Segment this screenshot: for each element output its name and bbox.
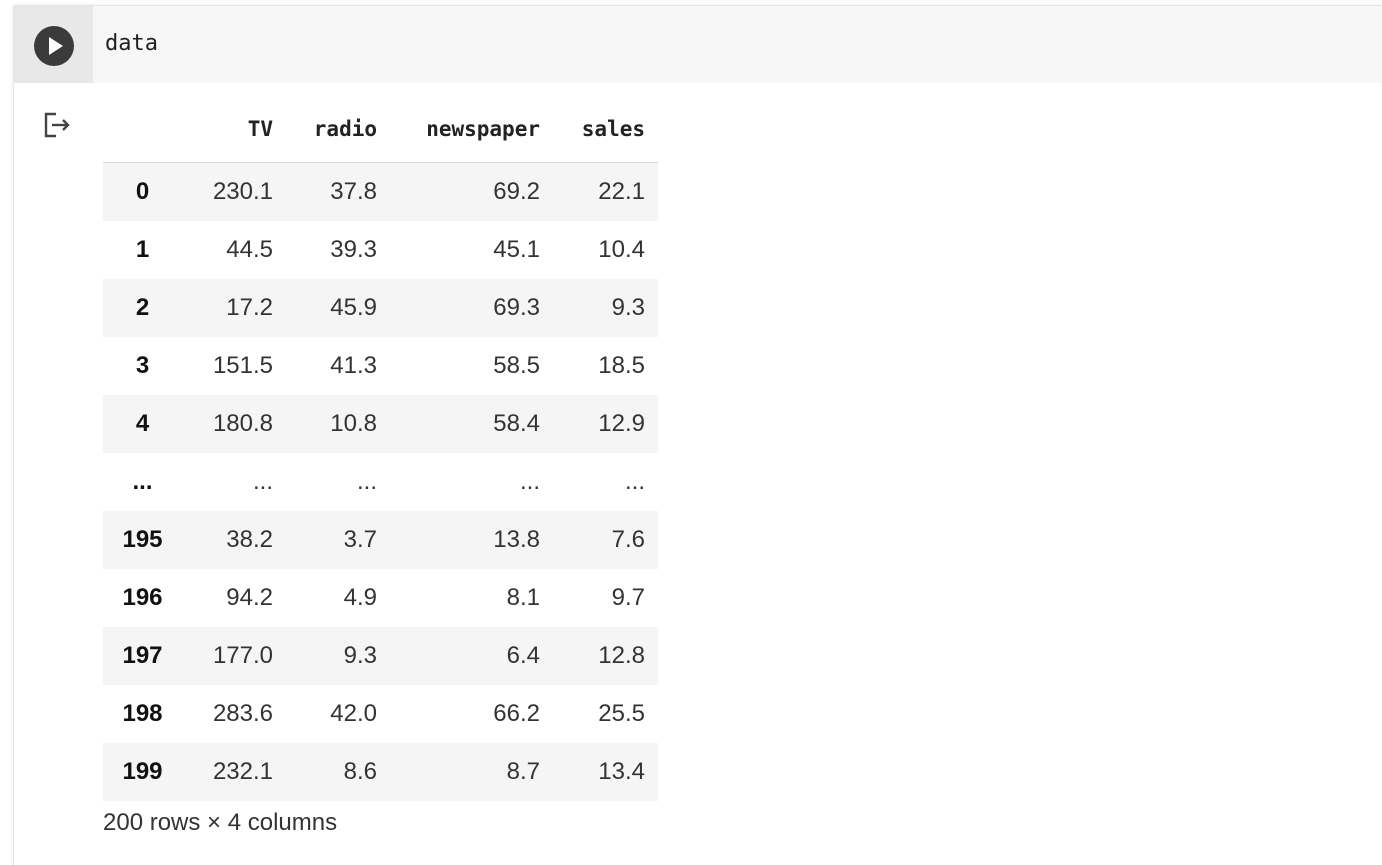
column-header-newspaper: newspaper bbox=[390, 96, 553, 163]
row-index: 1 bbox=[135, 236, 150, 263]
cell-sales: ... bbox=[624, 468, 645, 495]
cell-newspaper: 8.7 bbox=[506, 758, 540, 785]
cell-radio: 45.9 bbox=[330, 294, 377, 321]
cell-tv: 177.0 bbox=[212, 642, 273, 669]
cell-newspaper: 8.1 bbox=[506, 584, 540, 611]
code-editor[interactable]: data bbox=[105, 31, 158, 56]
cell-newspaper: 69.3 bbox=[493, 294, 540, 321]
cell-newspaper: 58.5 bbox=[493, 352, 540, 379]
table-row: 2 17.2 45.9 69.3 9.3 bbox=[103, 279, 658, 337]
table-row: 3 151.5 41.3 58.5 18.5 bbox=[103, 337, 658, 395]
cell-radio: 8.6 bbox=[343, 758, 377, 785]
cell-sales: 10.4 bbox=[598, 236, 645, 263]
run-cell-button[interactable] bbox=[34, 26, 74, 66]
row-index: 197 bbox=[122, 642, 163, 669]
cell-newspaper: 6.4 bbox=[506, 642, 540, 669]
cell-sales: 7.6 bbox=[611, 526, 645, 553]
cell-tv: 38.2 bbox=[226, 526, 273, 553]
cell-tv: 283.6 bbox=[212, 700, 273, 727]
cell-radio: 37.8 bbox=[330, 178, 377, 205]
table-row: 197 177.0 9.3 6.4 12.8 bbox=[103, 627, 658, 685]
cell-tv: ... bbox=[252, 468, 273, 495]
cell-radio: 10.8 bbox=[330, 410, 377, 437]
table-header-row: TV radio newspaper sales bbox=[103, 96, 658, 163]
cell-sales: 25.5 bbox=[598, 700, 645, 727]
cell-tv: 94.2 bbox=[226, 584, 273, 611]
cell-newspaper: 58.4 bbox=[493, 410, 540, 437]
table-row: 195 38.2 3.7 13.8 7.6 bbox=[103, 511, 658, 569]
cell-sales: 13.4 bbox=[598, 758, 645, 785]
table-row: 199 232.1 8.6 8.7 13.4 bbox=[103, 743, 658, 801]
cell-newspaper: 13.8 bbox=[493, 526, 540, 553]
table-row: 0 230.1 37.8 69.2 22.1 bbox=[103, 162, 658, 221]
cell-radio: ... bbox=[356, 468, 377, 495]
cell-newspaper: 45.1 bbox=[493, 236, 540, 263]
cell-sales: 9.7 bbox=[611, 584, 645, 611]
cell-radio: 4.9 bbox=[343, 584, 377, 611]
row-index: 199 bbox=[122, 758, 163, 785]
cell-tv: 230.1 bbox=[212, 178, 273, 205]
row-index: 198 bbox=[122, 700, 163, 727]
cell-newspaper: 66.2 bbox=[493, 700, 540, 727]
play-icon bbox=[49, 37, 63, 55]
cell-tv: 44.5 bbox=[226, 236, 273, 263]
output-exit-icon[interactable] bbox=[42, 110, 74, 140]
row-index: ... bbox=[132, 468, 153, 495]
cell-output: TV radio newspaper sales 0 230.1 37.8 69… bbox=[103, 96, 658, 801]
cell-sales: 12.8 bbox=[598, 642, 645, 669]
cell-radio: 3.7 bbox=[343, 526, 377, 553]
cell-sales: 12.9 bbox=[598, 410, 645, 437]
row-index: 2 bbox=[135, 294, 150, 321]
cell-newspaper: 69.2 bbox=[493, 178, 540, 205]
table-row: 196 94.2 4.9 8.1 9.7 bbox=[103, 569, 658, 627]
cell-gutter bbox=[14, 6, 93, 83]
index-header bbox=[103, 96, 178, 163]
cell-radio: 41.3 bbox=[330, 352, 377, 379]
cell-newspaper: ... bbox=[519, 468, 540, 495]
table-row: 4 180.8 10.8 58.4 12.9 bbox=[103, 395, 658, 453]
row-index: 0 bbox=[135, 178, 150, 205]
table-row-ellipsis: ... ... ... ... ... bbox=[103, 453, 658, 511]
cell-tv: 232.1 bbox=[212, 758, 273, 785]
row-index: 196 bbox=[122, 584, 163, 611]
column-header-tv: TV bbox=[178, 96, 286, 163]
row-index: 4 bbox=[135, 410, 150, 437]
cell-tv: 180.8 bbox=[212, 410, 273, 437]
dataframe-shape-summary: 200 rows × 4 columns bbox=[103, 809, 338, 836]
cell-radio: 42.0 bbox=[330, 700, 377, 727]
cell-sales: 22.1 bbox=[598, 178, 645, 205]
cell-radio: 9.3 bbox=[343, 642, 377, 669]
cell-sales: 18.5 bbox=[598, 352, 645, 379]
row-index: 195 bbox=[122, 526, 163, 553]
cell-tv: 17.2 bbox=[226, 294, 273, 321]
table-row: 1 44.5 39.3 45.1 10.4 bbox=[103, 221, 658, 279]
cell-radio: 39.3 bbox=[330, 236, 377, 263]
dataframe-table: TV radio newspaper sales 0 230.1 37.8 69… bbox=[103, 96, 658, 801]
table-row: 198 283.6 42.0 66.2 25.5 bbox=[103, 685, 658, 743]
row-index: 3 bbox=[135, 352, 150, 379]
cell-sales: 9.3 bbox=[611, 294, 645, 321]
cell-input-row[interactable]: data bbox=[14, 6, 1382, 83]
cell-tv: 151.5 bbox=[212, 352, 273, 379]
column-header-radio: radio bbox=[286, 96, 390, 163]
column-header-sales: sales bbox=[553, 96, 658, 163]
code-cell: data TV radio newspaper sales bbox=[13, 5, 1382, 865]
